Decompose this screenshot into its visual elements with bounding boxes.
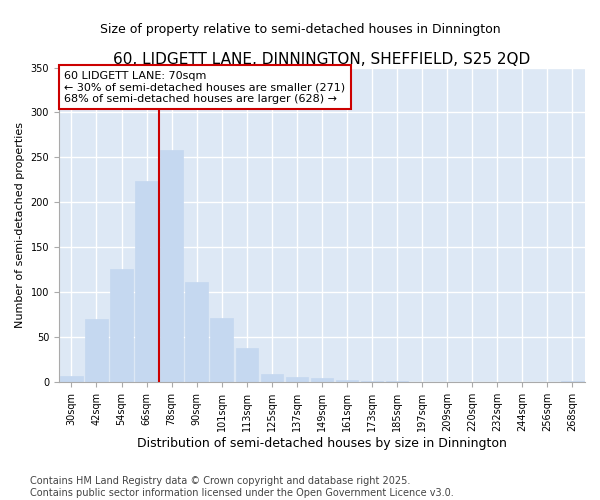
Title: 60, LIDGETT LANE, DINNINGTON, SHEFFIELD, S25 2QD: 60, LIDGETT LANE, DINNINGTON, SHEFFIELD,… [113,52,530,68]
Bar [561,380,584,382]
Y-axis label: Number of semi-detached properties: Number of semi-detached properties [15,122,25,328]
Text: Size of property relative to semi-detached houses in Dinnington: Size of property relative to semi-detach… [100,22,500,36]
Text: 60 LIDGETT LANE: 70sqm
← 30% of semi-detached houses are smaller (271)
68% of se: 60 LIDGETT LANE: 70sqm ← 30% of semi-det… [64,70,345,104]
Bar [236,348,258,382]
Bar [85,320,108,382]
Bar [336,380,358,382]
Bar [136,181,158,382]
Bar [160,150,183,382]
Bar [260,374,283,382]
X-axis label: Distribution of semi-detached houses by size in Dinnington: Distribution of semi-detached houses by … [137,437,507,450]
Text: Contains HM Land Registry data © Crown copyright and database right 2025.
Contai: Contains HM Land Registry data © Crown c… [30,476,454,498]
Bar [110,269,133,382]
Bar [185,282,208,382]
Bar [311,378,333,382]
Bar [286,377,308,382]
Bar [60,376,83,382]
Bar [211,318,233,382]
